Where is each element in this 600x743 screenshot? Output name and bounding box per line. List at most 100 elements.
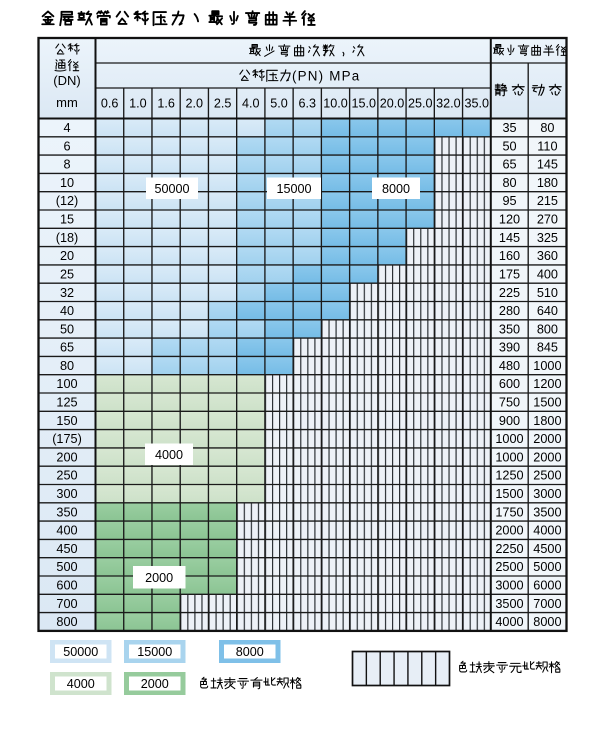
svg-text:1500: 1500 [495, 487, 523, 501]
svg-text:80: 80 [60, 359, 74, 373]
svg-text:10: 10 [60, 176, 74, 190]
svg-text:1.6: 1.6 [157, 97, 175, 111]
svg-text:(18): (18) [56, 231, 79, 245]
svg-text:80: 80 [502, 176, 516, 190]
svg-text:8000: 8000 [533, 615, 561, 629]
svg-text:6: 6 [63, 139, 70, 153]
svg-text:2250: 2250 [495, 542, 523, 556]
svg-text:1500: 1500 [533, 396, 561, 410]
svg-text:2000: 2000 [141, 677, 169, 691]
svg-text:15000: 15000 [276, 182, 311, 196]
svg-text:1000: 1000 [495, 450, 523, 464]
svg-text:2500: 2500 [495, 560, 523, 574]
svg-text:800: 800 [537, 322, 558, 336]
svg-text:15: 15 [60, 213, 74, 227]
svg-text:10.0: 10.0 [323, 97, 348, 111]
svg-text:(175): (175) [52, 432, 82, 446]
svg-text:280: 280 [499, 304, 520, 318]
svg-text:325: 325 [537, 231, 558, 245]
svg-text:600: 600 [56, 579, 77, 593]
svg-text:2000: 2000 [533, 450, 561, 464]
svg-text:2500: 2500 [533, 469, 561, 483]
svg-text:1250: 1250 [495, 469, 523, 483]
svg-text:390: 390 [499, 341, 520, 355]
svg-text:1200: 1200 [533, 377, 561, 391]
svg-text:3500: 3500 [495, 597, 523, 611]
svg-text:1000: 1000 [533, 359, 561, 373]
svg-text:100: 100 [56, 377, 77, 391]
svg-text:180: 180 [537, 176, 558, 190]
svg-text:145: 145 [537, 158, 558, 172]
svg-text:(12): (12) [56, 194, 79, 208]
svg-text:125: 125 [56, 396, 77, 410]
svg-text:270: 270 [537, 213, 558, 227]
svg-text:20.0: 20.0 [380, 97, 405, 111]
svg-text:(PN) MPa: (PN) MPa [292, 69, 360, 84]
svg-text:5.0: 5.0 [270, 97, 288, 111]
svg-text:65: 65 [502, 158, 516, 172]
svg-text:600: 600 [499, 377, 520, 391]
svg-text:350: 350 [499, 322, 520, 336]
svg-text:mm: mm [56, 95, 78, 110]
svg-text:6000: 6000 [533, 579, 561, 593]
svg-text:(DN): (DN) [53, 73, 80, 88]
svg-text:145: 145 [499, 231, 520, 245]
svg-text:225: 225 [499, 286, 520, 300]
svg-text:35: 35 [502, 121, 516, 135]
svg-text:8: 8 [63, 158, 70, 172]
svg-text:8000: 8000 [236, 645, 264, 659]
svg-text:250: 250 [56, 469, 77, 483]
svg-text:175: 175 [499, 267, 520, 281]
svg-text:3500: 3500 [533, 505, 561, 519]
svg-text:750: 750 [499, 396, 520, 410]
svg-text:15000: 15000 [137, 645, 172, 659]
svg-text:5000: 5000 [533, 560, 561, 574]
svg-text:25: 25 [60, 267, 74, 281]
svg-text:4000: 4000 [67, 677, 95, 691]
svg-text:900: 900 [499, 414, 520, 428]
svg-text:50: 50 [60, 322, 74, 336]
svg-text:480: 480 [499, 359, 520, 373]
svg-text:700: 700 [56, 597, 77, 611]
svg-text:800: 800 [56, 615, 77, 629]
svg-text:32: 32 [60, 286, 74, 300]
svg-text:40: 40 [60, 304, 74, 318]
svg-text:360: 360 [537, 249, 558, 263]
svg-text:65: 65 [60, 341, 74, 355]
svg-text:0.6: 0.6 [101, 97, 119, 111]
svg-text:200: 200 [56, 450, 77, 464]
svg-text:160: 160 [499, 249, 520, 263]
svg-text:2000: 2000 [495, 524, 523, 538]
svg-text:50: 50 [502, 139, 516, 153]
svg-text:35.0: 35.0 [464, 97, 489, 111]
svg-text:400: 400 [537, 267, 558, 281]
svg-text:8000: 8000 [382, 182, 410, 196]
svg-text:120: 120 [499, 213, 520, 227]
svg-text:400: 400 [56, 524, 77, 538]
svg-text:4000: 4000 [533, 524, 561, 538]
svg-text:80: 80 [540, 121, 554, 135]
svg-text:640: 640 [537, 304, 558, 318]
svg-text:350: 350 [56, 505, 77, 519]
svg-text:845: 845 [537, 341, 558, 355]
svg-text:7000: 7000 [533, 597, 561, 611]
svg-text:510: 510 [537, 286, 558, 300]
svg-text:4500: 4500 [533, 542, 561, 556]
svg-text:1.0: 1.0 [129, 97, 147, 111]
svg-text:1800: 1800 [533, 414, 561, 428]
svg-text:15.0: 15.0 [351, 97, 376, 111]
svg-text:500: 500 [56, 560, 77, 574]
svg-text:50000: 50000 [154, 182, 189, 196]
svg-text:32.0: 32.0 [436, 97, 461, 111]
svg-text:215: 215 [537, 194, 558, 208]
svg-text:4000: 4000 [495, 615, 523, 629]
svg-text:110: 110 [537, 139, 557, 153]
svg-text:2.0: 2.0 [186, 97, 204, 111]
svg-text:4.0: 4.0 [242, 97, 260, 111]
svg-text:300: 300 [56, 487, 77, 501]
svg-text:4: 4 [63, 121, 70, 135]
svg-text:3000: 3000 [533, 487, 561, 501]
svg-text:6.3: 6.3 [299, 97, 317, 111]
svg-text:4000: 4000 [155, 448, 183, 462]
svg-text:50000: 50000 [63, 645, 98, 659]
